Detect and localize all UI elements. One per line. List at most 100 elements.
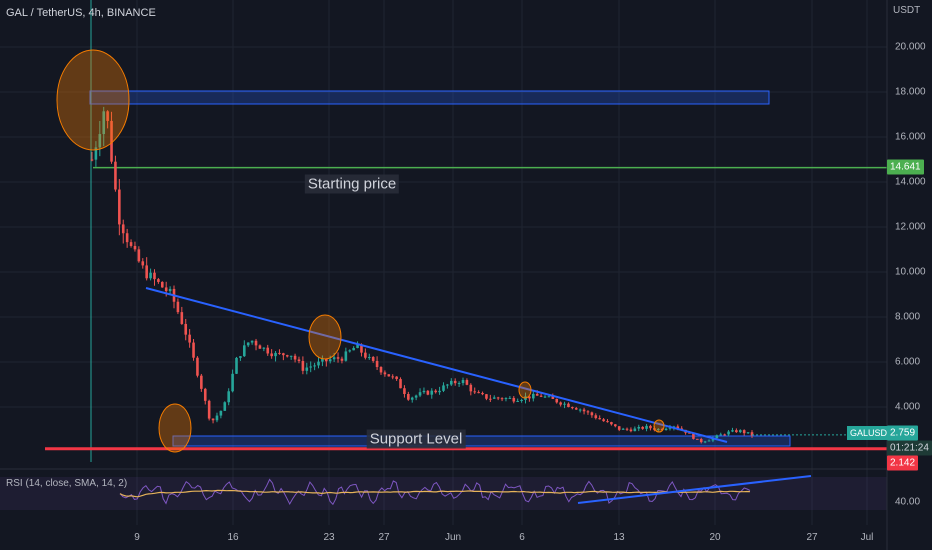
candle (731, 430, 734, 432)
candle (356, 344, 359, 349)
candle (243, 345, 246, 357)
time-tick: 6 (519, 532, 525, 543)
chart-title: GAL / TetherUS, 4h, BINANCE (6, 7, 156, 19)
candle (239, 356, 242, 358)
price-tick: 16.000 (895, 131, 926, 143)
candle (270, 353, 273, 357)
candle (735, 430, 738, 433)
support-level-label: Support Level (366, 429, 466, 449)
candle (266, 347, 270, 354)
candle (211, 418, 215, 421)
candle (746, 432, 750, 434)
candle (500, 398, 504, 400)
candle (164, 287, 168, 292)
price-tick: 8.000 (895, 311, 921, 323)
candle (699, 439, 703, 443)
candle (282, 353, 285, 356)
candle (227, 391, 230, 403)
candle (489, 398, 492, 400)
candle (153, 272, 156, 280)
candle (578, 409, 582, 411)
candle (485, 394, 488, 399)
candle (426, 390, 430, 395)
candle (586, 411, 590, 413)
rsi-tick: 40.00 (895, 496, 921, 508)
candle (391, 376, 395, 378)
candle (325, 358, 328, 362)
resistance-zone[interactable] (89, 90, 770, 105)
candle (344, 351, 348, 361)
candle (457, 383, 461, 385)
candle (114, 161, 117, 190)
candle (555, 398, 559, 403)
rsi-title: RSI (14, close, SMA, 14, 2) (6, 478, 128, 489)
candle (430, 390, 434, 395)
candle (317, 361, 320, 366)
candle (606, 421, 609, 423)
candle (688, 432, 691, 434)
candle (309, 366, 312, 368)
candle (196, 357, 199, 376)
candle (379, 367, 383, 373)
candle (176, 301, 180, 313)
candle (465, 380, 469, 385)
candle (262, 347, 266, 349)
candle (715, 435, 719, 439)
price-tick: 12.000 (895, 221, 926, 233)
candle (90, 159, 94, 161)
candle (141, 261, 145, 266)
candle (352, 348, 355, 351)
candle (696, 438, 699, 440)
candle (133, 245, 137, 250)
candle (528, 396, 531, 399)
candle (149, 272, 152, 279)
candle (660, 428, 664, 431)
time-tick: Jun (444, 532, 462, 543)
candle (543, 396, 547, 398)
candle (438, 390, 441, 393)
candle (567, 403, 570, 408)
candle (278, 352, 281, 354)
candle (121, 224, 125, 234)
candle (383, 372, 387, 375)
price-tick: 20.000 (895, 41, 926, 53)
candle (231, 373, 234, 392)
descending-trendline[interactable] (145, 287, 728, 443)
candle (539, 395, 543, 397)
candle (94, 147, 98, 160)
last-price-tag: 2.759 (887, 425, 919, 441)
candle (422, 390, 426, 393)
candle (676, 426, 680, 429)
candle (656, 428, 660, 430)
candle (512, 397, 516, 402)
candle (125, 233, 129, 243)
candle (621, 428, 625, 430)
candle (477, 392, 480, 394)
highlight-circle (653, 419, 665, 433)
candle (434, 390, 437, 393)
time-tick: 16 (227, 532, 239, 543)
candle (629, 429, 633, 432)
candle (399, 379, 402, 389)
candle (250, 340, 254, 343)
candle (118, 189, 121, 225)
time-tick: 9 (134, 532, 140, 543)
candle (547, 396, 551, 398)
candle (563, 403, 566, 405)
candle (610, 422, 613, 425)
candle (106, 111, 109, 121)
support-zone[interactable] (172, 435, 791, 447)
time-tick: 20 (709, 532, 721, 543)
rsi-trendline[interactable] (577, 475, 812, 504)
candle (340, 358, 344, 361)
time-tick: 13 (613, 532, 625, 543)
candle (180, 312, 184, 324)
candle (645, 425, 648, 429)
candle (387, 374, 391, 377)
candle (707, 440, 711, 442)
candle (582, 409, 586, 412)
time-tick: 23 (323, 532, 335, 543)
candle (473, 391, 477, 393)
candle (559, 402, 562, 405)
